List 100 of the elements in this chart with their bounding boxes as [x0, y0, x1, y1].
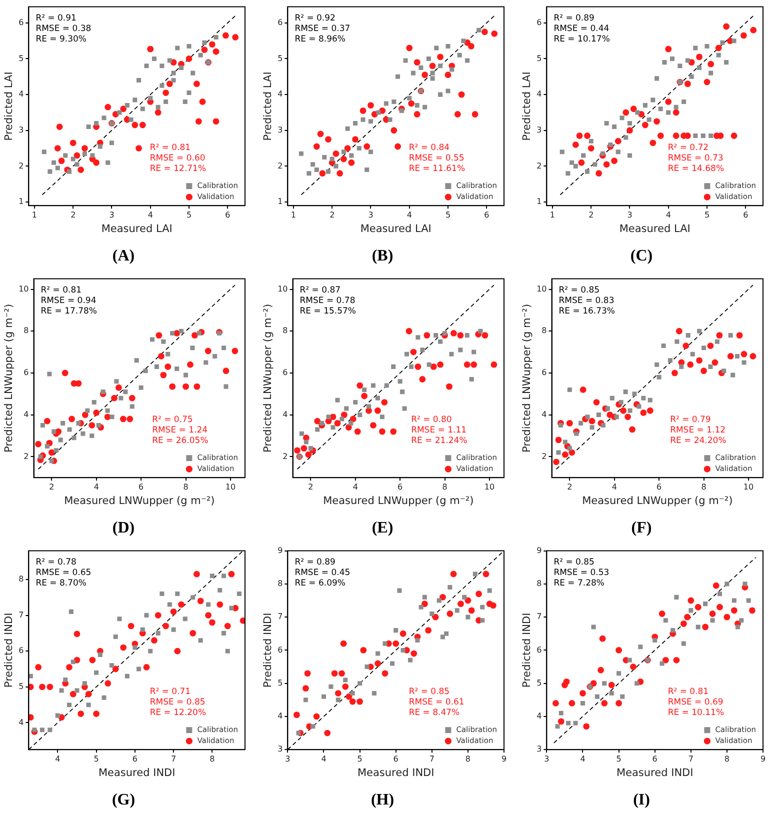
point [648, 398, 652, 402]
x-tick-label: 8 [442, 482, 448, 492]
point [480, 604, 485, 610]
point [381, 399, 388, 406]
point [368, 102, 374, 109]
point [722, 368, 726, 374]
point [682, 99, 686, 104]
point [620, 694, 625, 699]
point [302, 685, 309, 692]
point [330, 156, 334, 162]
point [732, 598, 736, 603]
point [368, 119, 373, 124]
point [349, 153, 354, 158]
point [47, 372, 52, 376]
annotation: R² = 0.78 RMSE = 0.65 RE = 8.70% [36, 557, 92, 588]
point [154, 364, 159, 369]
annotation: R² = 0.89 RMSE = 0.45 RE = 6.09% [294, 557, 350, 588]
point [694, 604, 702, 610]
point [330, 425, 336, 430]
point [74, 630, 80, 638]
point [742, 360, 746, 365]
point [723, 23, 730, 30]
y-tick-label: 6 [18, 18, 24, 27]
point [448, 584, 452, 590]
point [636, 404, 642, 409]
point [568, 449, 576, 456]
point [397, 588, 402, 593]
point [700, 368, 707, 374]
y-tick-label: 3 [278, 125, 283, 134]
point [562, 451, 568, 458]
point [160, 592, 164, 596]
y-tick-label: 4 [536, 712, 542, 721]
y-tick-label: 8 [542, 326, 547, 336]
point [104, 680, 112, 687]
point [623, 390, 628, 394]
point [197, 598, 204, 604]
point [674, 594, 679, 600]
point [194, 570, 200, 578]
point [66, 702, 72, 708]
point [697, 65, 702, 70]
point [629, 426, 636, 433]
point [670, 628, 676, 633]
x-tick-label: 6 [484, 210, 490, 220]
point [66, 664, 72, 670]
annotation: R² = 0.89 RMSE = 0.44 RE = 10.17% [554, 13, 610, 44]
point [305, 451, 312, 458]
point [697, 328, 702, 334]
point [70, 690, 76, 698]
point [704, 44, 710, 48]
point [682, 342, 690, 349]
point [391, 364, 396, 369]
point [402, 406, 407, 411]
y-tick-label: 4 [536, 90, 542, 99]
point [143, 664, 150, 670]
point [388, 117, 392, 122]
point [353, 400, 358, 405]
point [410, 70, 416, 76]
point [560, 150, 564, 154]
point [688, 608, 694, 613]
point [406, 328, 412, 334]
point [345, 424, 352, 431]
x-tick-label: 6 [656, 482, 662, 492]
point [704, 78, 710, 86]
x-axis-title: Measured LNWupper (g m⁻²) [64, 495, 215, 508]
point [665, 98, 672, 105]
point [740, 350, 748, 358]
point [696, 357, 702, 364]
point [490, 602, 496, 609]
x-tick-label: 2 [330, 210, 335, 220]
point [624, 414, 631, 420]
point [430, 76, 435, 81]
point [679, 364, 684, 369]
y-tick-label: 6 [278, 18, 283, 27]
point [600, 151, 605, 156]
point [376, 110, 381, 115]
point [322, 154, 327, 160]
point [356, 382, 364, 389]
point [556, 450, 561, 455]
point [614, 414, 619, 420]
point [375, 396, 380, 400]
point [584, 132, 590, 139]
point [208, 41, 216, 48]
point [63, 153, 68, 158]
point [321, 694, 326, 699]
point [94, 670, 99, 675]
point [169, 383, 176, 390]
point [584, 169, 590, 174]
point [218, 588, 222, 592]
point [558, 718, 564, 725]
x-axis-title: Measured INDI [616, 767, 694, 780]
x-tick-label: 2 [49, 482, 54, 492]
point [310, 724, 316, 729]
point [82, 145, 88, 152]
point [730, 607, 738, 614]
point [90, 153, 95, 158]
point [55, 166, 60, 170]
point [635, 110, 640, 115]
y-axis-title: Predicted INDI [262, 612, 274, 688]
point [608, 682, 615, 688]
point [578, 420, 584, 426]
